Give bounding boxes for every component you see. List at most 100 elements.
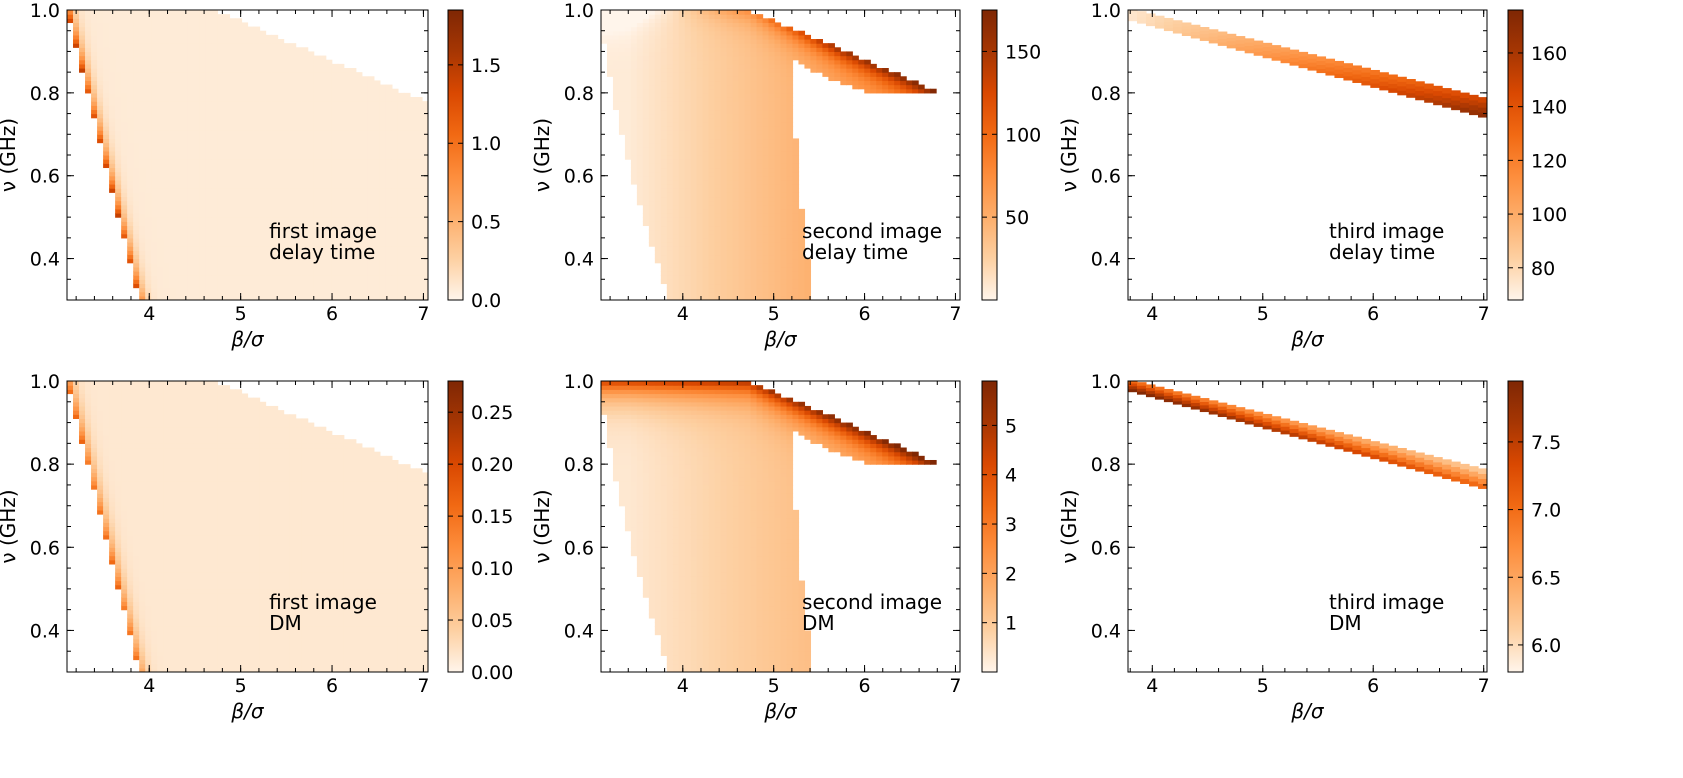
heatmap-cell xyxy=(211,171,219,177)
heatmap-cell xyxy=(247,188,255,193)
heatmap-cell xyxy=(103,34,110,40)
heatmap-cell xyxy=(301,258,309,264)
heatmap-cell xyxy=(283,43,291,48)
heatmap-cell xyxy=(331,229,339,235)
heatmap-cell xyxy=(630,84,638,90)
heatmap-cell xyxy=(367,179,375,185)
heatmap-cell xyxy=(379,159,387,164)
heatmap-cell xyxy=(684,291,692,297)
heatmap-cell xyxy=(229,92,237,98)
heatmap-cell xyxy=(732,175,740,181)
heatmap-cell xyxy=(750,184,758,189)
heatmap-cell xyxy=(672,22,680,28)
heatmap-cell xyxy=(421,217,428,222)
heatmap-cell xyxy=(289,72,297,77)
heatmap-cell xyxy=(205,10,212,15)
heatmap-cell xyxy=(325,275,333,280)
heatmap-cell xyxy=(235,283,243,289)
heatmap-cell xyxy=(421,242,428,247)
heatmap-cell xyxy=(217,105,225,111)
heatmap-cell xyxy=(265,47,273,53)
heatmap-cell xyxy=(85,10,92,15)
heatmap-cell xyxy=(229,109,237,115)
heatmap-cell xyxy=(223,171,231,177)
heatmap-cell xyxy=(289,221,297,227)
heatmap-cell xyxy=(169,109,176,115)
heatmap-cell xyxy=(247,150,255,156)
heatmap-cell xyxy=(169,246,176,251)
heatmap-cell xyxy=(349,171,357,177)
heatmap-cell xyxy=(103,84,110,90)
heatmap-cell xyxy=(181,155,188,160)
heatmap-cell xyxy=(205,88,212,94)
heatmap-cell xyxy=(127,229,134,235)
heatmap-cell xyxy=(684,18,692,24)
heatmap-cell xyxy=(325,295,333,300)
heatmap-cell xyxy=(660,34,668,40)
heatmap-cell xyxy=(337,97,345,102)
heatmap-cell xyxy=(385,188,393,193)
heatmap-cell xyxy=(79,59,86,65)
heatmap-cell xyxy=(349,271,357,276)
heatmap-cell xyxy=(606,72,614,77)
heatmap-cell xyxy=(726,192,734,198)
heatmap-cell xyxy=(181,101,188,106)
heatmap-cell xyxy=(199,63,206,69)
heatmap-cell xyxy=(714,266,722,272)
heatmap-cell xyxy=(313,179,321,185)
heatmap-cell xyxy=(199,233,206,239)
heatmap-cell xyxy=(181,10,188,15)
heatmap-cell xyxy=(690,229,698,235)
heatmap-cell xyxy=(367,192,375,198)
heatmap-cell xyxy=(169,159,176,164)
heatmap-cell xyxy=(720,204,728,210)
heatmap-cell xyxy=(259,246,267,251)
heatmap-cell xyxy=(277,221,285,227)
heatmap-cell xyxy=(133,163,140,169)
heatmap-cell xyxy=(660,192,668,198)
heatmap-cell xyxy=(97,101,104,106)
heatmap-cell xyxy=(421,142,428,148)
heatmap-cell xyxy=(750,196,758,202)
heatmap-cell xyxy=(301,184,309,189)
heatmap-cell xyxy=(259,88,267,94)
heatmap-cell xyxy=(283,250,291,256)
heatmap-cell xyxy=(175,10,182,15)
heatmap-cell xyxy=(606,51,614,57)
heatmap-cell xyxy=(379,246,387,251)
heatmap-cell xyxy=(175,138,182,144)
heatmap-cell xyxy=(163,225,170,231)
heatmap-cell xyxy=(726,10,734,15)
heatmap-cell xyxy=(690,47,698,53)
heatmap-cell xyxy=(421,188,428,193)
heatmap-cell xyxy=(648,188,656,193)
heatmap-cell xyxy=(642,138,650,144)
heatmap-cell xyxy=(265,237,273,243)
heatmap-cell xyxy=(145,155,152,160)
heatmap-cell xyxy=(642,51,650,57)
heatmap-cell xyxy=(127,250,134,256)
heatmap-cell xyxy=(343,142,351,148)
heatmap-cell xyxy=(720,188,728,193)
heatmap-cell xyxy=(109,146,116,152)
heatmap-cell xyxy=(169,30,176,36)
heatmap-cell xyxy=(409,126,417,131)
heatmap-cell xyxy=(139,84,146,90)
heatmap-cell xyxy=(271,121,279,127)
heatmap-cell xyxy=(361,97,369,102)
heatmap-cell xyxy=(720,179,728,185)
heatmap-cell xyxy=(601,26,608,32)
heatmap-cell xyxy=(379,295,387,300)
heatmap-cell xyxy=(696,84,704,90)
heatmap-cell xyxy=(732,113,740,119)
heatmap-cell xyxy=(636,126,644,131)
heatmap-cell xyxy=(205,84,212,90)
heatmap-cell xyxy=(91,30,98,36)
heatmap-cell xyxy=(744,117,752,123)
heatmap-cell xyxy=(618,18,626,24)
heatmap-cell xyxy=(331,262,339,268)
heatmap-cell xyxy=(732,204,740,210)
heatmap-cell xyxy=(199,18,206,24)
heatmap-cell xyxy=(163,295,170,300)
heatmap-cell xyxy=(415,171,423,177)
